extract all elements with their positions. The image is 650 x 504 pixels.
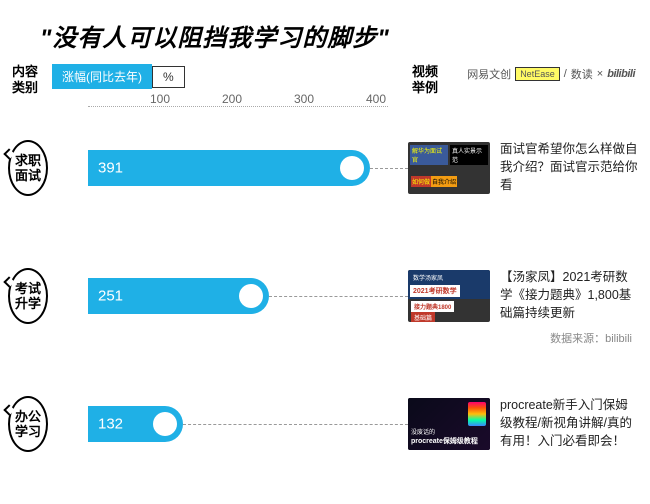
brand-netease-cn: 网易文创: [467, 66, 511, 82]
brand-shudu: 数读: [571, 66, 593, 82]
bar-wrap: 251: [88, 278, 269, 314]
page-title: "没有人可以阻挡我学习的脚步": [0, 0, 650, 53]
chart-row: 办公学习 132 没废话的procreate保姆级教程procreate新手入门保姆…: [0, 376, 650, 496]
header-category-label: 内容类别: [10, 64, 40, 96]
axis-tick: 100: [150, 92, 170, 106]
axis-tick: 400: [366, 92, 386, 106]
video-thumbnail: 没废话的procreate保姆级教程: [408, 398, 490, 450]
category-bubble: 办公学习: [8, 396, 48, 452]
brand-bar: 网易文创 NetEase / 数读 × bilibili: [467, 66, 635, 82]
dash-line: [370, 168, 408, 169]
bar: 132: [88, 406, 183, 442]
video-description: 面试官希望你怎么样做自我介绍？面试官示范给你看: [500, 140, 640, 194]
bar-value: 391: [98, 160, 123, 177]
bar-value: 251: [98, 288, 123, 305]
legend-metric: 涨幅(同比去年): [52, 64, 152, 89]
video-thumbnail: 数学汤家凤2021考研数学接力题典1800基础篇: [408, 270, 490, 322]
brand-bilibili: bilibili: [607, 68, 635, 80]
bar-dot: [239, 284, 263, 308]
bar: 391: [88, 150, 370, 186]
video-description: procreate新手入门保姆级教程/新视角讲解/真的有用！入门必看即会！: [500, 396, 640, 450]
axis-line: [88, 106, 388, 107]
category-bubble: 考试升学: [8, 268, 48, 324]
brand-netease-en: NetEase: [515, 67, 560, 81]
bar-value: 132: [98, 416, 123, 433]
brand-sep2: ×: [597, 68, 603, 80]
bar-wrap: 132: [88, 406, 183, 442]
bar: 251: [88, 278, 269, 314]
legend-unit: %: [152, 66, 185, 88]
dash-line: [183, 424, 408, 425]
video-description: 【汤家凤】2021考研数学《接力题典》1,800基础篇持续更新: [500, 268, 640, 322]
legend: 涨幅(同比去年) %: [52, 64, 185, 89]
axis-tick: 200: [222, 92, 242, 106]
dash-line: [269, 296, 408, 297]
bar-wrap: 391: [88, 150, 370, 186]
category-bubble: 求职面试: [8, 140, 48, 196]
header-example-label: 视频举例: [410, 64, 440, 96]
bar-dot: [153, 412, 177, 436]
data-source: 数据来源：bilibili: [550, 330, 632, 346]
brand-sep: /: [564, 68, 567, 80]
chart-row: 求职面试 391 解华为面试官真人实景示范如何做 自我介绍面试官希望你怎么样做自我介…: [0, 120, 650, 240]
chart-row: 考试升学 251 数学汤家凤2021考研数学接力题典1800基础篇【汤家凤】2021…: [0, 248, 650, 368]
axis-tick: 300: [294, 92, 314, 106]
video-thumbnail: 解华为面试官真人实景示范如何做 自我介绍: [408, 142, 490, 194]
bar-dot: [340, 156, 364, 180]
rows-container: 求职面试 391 解华为面试官真人实景示范如何做 自我介绍面试官希望你怎么样做自我介…: [0, 120, 650, 504]
